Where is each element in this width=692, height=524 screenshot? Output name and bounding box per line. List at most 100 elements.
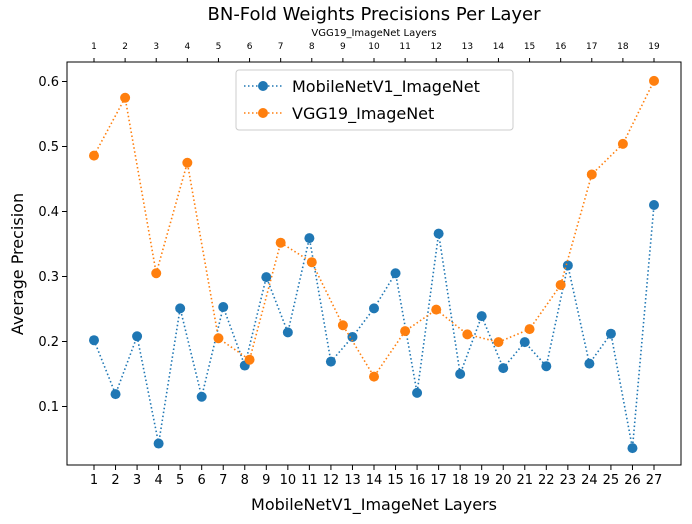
vgg19-point-15 bbox=[524, 324, 535, 335]
legend: MobileNetV1_ImageNet VGG19_ImageNet bbox=[235, 69, 514, 131]
vgg19-point-2 bbox=[120, 92, 131, 103]
vgg19-point-19 bbox=[649, 75, 659, 86]
mobilenet-point-2 bbox=[110, 389, 121, 400]
mobilenet-point-4 bbox=[153, 438, 164, 449]
top-x-axis-label: VGG19_ImageNet Layers bbox=[311, 28, 436, 39]
x-tick-label-17: 17 bbox=[430, 473, 447, 488]
y-tick-label-2: 0.3 bbox=[38, 270, 59, 285]
top-x-axis: 1 2 3 4 5 6 7 8 9 10 11 12 13 14 15 16 17 18 19 bbox=[91, 42, 660, 62]
vgg19-point-1 bbox=[89, 150, 99, 161]
mobilenet-point-16 bbox=[412, 387, 423, 398]
vgg19-point-18 bbox=[617, 138, 628, 149]
x-axis: 1 2 3 4 5 6 7 8 9 10 11 12 13 14 15 16 17 18 19 20 21 22 23 24 2… bbox=[90, 465, 662, 488]
x-tick-label-6: 6 bbox=[198, 473, 206, 488]
mobilenet-point-7 bbox=[218, 302, 229, 313]
mobilenet-point-9 bbox=[261, 272, 272, 283]
y-tick-label-5: 0.6 bbox=[38, 75, 59, 90]
mobilenet-point-11 bbox=[304, 233, 315, 244]
vgg19-point-4 bbox=[182, 157, 193, 168]
legend-marker-vgg19 bbox=[258, 108, 268, 118]
top-tick-label-18: 18 bbox=[617, 42, 629, 52]
x-tick-label-10: 10 bbox=[280, 473, 297, 488]
x-tick-label-21: 21 bbox=[516, 473, 533, 488]
top-tick-label-10: 10 bbox=[368, 42, 380, 52]
mobilenet-point-14 bbox=[369, 303, 379, 314]
mobilenet-point-19 bbox=[476, 311, 487, 322]
top-tick-label-16: 16 bbox=[555, 42, 567, 52]
vgg19-point-10 bbox=[369, 371, 379, 382]
x-tick-label-13: 13 bbox=[344, 473, 361, 488]
top-tick-label-15: 15 bbox=[524, 42, 535, 52]
vgg19-point-7 bbox=[275, 237, 286, 248]
x-tick-label-27: 27 bbox=[646, 473, 663, 488]
x-axis-label: MobileNetV1_ImageNet Layers bbox=[251, 495, 497, 515]
x-tick-label-19: 19 bbox=[473, 473, 490, 488]
x-tick-label-14: 14 bbox=[366, 473, 383, 488]
vgg19-point-3 bbox=[151, 268, 162, 279]
top-tick-label-6: 6 bbox=[247, 42, 253, 52]
x-tick-label-20: 20 bbox=[495, 473, 512, 488]
x-tick-label-4: 4 bbox=[154, 473, 162, 488]
mobilenet-point-22 bbox=[541, 361, 552, 372]
top-tick-label-17: 17 bbox=[586, 42, 597, 52]
top-tick-label-12: 12 bbox=[430, 42, 441, 52]
mobilenet-point-20 bbox=[498, 363, 509, 374]
legend-label-vgg19: VGG19_ImageNet bbox=[292, 104, 434, 124]
vgg19-point-9 bbox=[337, 320, 348, 331]
vgg19-point-16 bbox=[555, 279, 566, 290]
y-tick-label-4: 0.5 bbox=[38, 140, 59, 155]
top-tick-label-11: 11 bbox=[399, 42, 410, 52]
top-tick-label-7: 7 bbox=[278, 42, 284, 52]
chart-title: BN-Fold Weights Precisions Per Layer bbox=[208, 4, 542, 25]
y-tick-label-3: 0.4 bbox=[38, 205, 59, 220]
mobilenet-point-5 bbox=[175, 303, 186, 314]
x-tick-label-18: 18 bbox=[452, 473, 469, 488]
vgg19-point-13 bbox=[462, 329, 473, 340]
vgg19-point-8 bbox=[306, 257, 317, 268]
x-tick-label-24: 24 bbox=[581, 473, 598, 488]
x-tick-label-11: 11 bbox=[301, 473, 318, 488]
vgg19-point-5 bbox=[213, 333, 224, 344]
x-tick-label-12: 12 bbox=[323, 473, 340, 488]
legend-marker-mobilenet bbox=[258, 81, 268, 91]
y-tick-label-1: 0.2 bbox=[38, 335, 59, 350]
x-tick-label-16: 16 bbox=[409, 473, 426, 488]
vgg19-point-17 bbox=[586, 169, 597, 180]
mobilenet-point-15 bbox=[390, 268, 401, 279]
x-tick-label-3: 3 bbox=[133, 473, 141, 488]
mobilenet-point-27 bbox=[649, 200, 659, 210]
mobilenet-point-1 bbox=[89, 335, 99, 346]
mobilenet-line bbox=[93, 204, 655, 449]
top-tick-label-8: 8 bbox=[309, 42, 315, 52]
mobilenet-point-12 bbox=[325, 356, 336, 367]
mobilenet-point-3 bbox=[132, 331, 143, 342]
mobilenet-point-10 bbox=[282, 327, 293, 338]
x-tick-label-8: 8 bbox=[241, 473, 249, 488]
x-tick-label-25: 25 bbox=[603, 473, 620, 488]
mobilenet-point-13 bbox=[347, 331, 358, 342]
x-tick-label-1: 1 bbox=[90, 473, 98, 488]
mobilenet-point-26 bbox=[627, 443, 638, 454]
legend-frame bbox=[235, 69, 514, 131]
top-tick-label-14: 14 bbox=[493, 42, 505, 52]
top-tick-label-5: 5 bbox=[216, 42, 222, 52]
mobilenet-point-18 bbox=[455, 369, 466, 379]
vgg19-point-11 bbox=[400, 326, 411, 337]
x-tick-label-22: 22 bbox=[538, 473, 555, 488]
y-axis: 0.1 0.2 0.3 0.4 0.5 0.6 bbox=[38, 75, 67, 415]
x-tick-label-15: 15 bbox=[387, 473, 404, 488]
x-tick-label-2: 2 bbox=[111, 473, 119, 488]
top-tick-label-19: 19 bbox=[648, 42, 660, 52]
x-tick-label-23: 23 bbox=[560, 473, 577, 488]
x-tick-label-9: 9 bbox=[262, 473, 270, 488]
mobilenet-point-17 bbox=[433, 228, 444, 239]
legend-label-mobilenet: MobileNetV1_ImageNet bbox=[292, 77, 480, 97]
mobilenet-point-6 bbox=[196, 391, 207, 402]
x-tick-label-7: 7 bbox=[219, 473, 227, 488]
top-tick-label-13: 13 bbox=[462, 42, 473, 52]
mobilenet-point-24 bbox=[584, 358, 595, 369]
top-tick-label-1: 1 bbox=[91, 42, 97, 52]
mobilenet-point-23 bbox=[562, 260, 573, 271]
vgg19-point-12 bbox=[431, 304, 442, 315]
